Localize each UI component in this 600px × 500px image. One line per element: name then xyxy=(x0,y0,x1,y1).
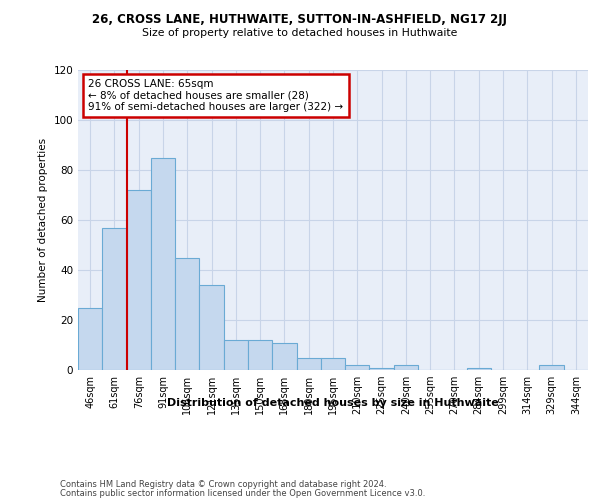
Bar xyxy=(467,368,491,370)
Bar xyxy=(321,358,345,370)
Text: Contains HM Land Registry data © Crown copyright and database right 2024.: Contains HM Land Registry data © Crown c… xyxy=(60,480,386,489)
Bar xyxy=(127,190,151,370)
Text: 26, CROSS LANE, HUTHWAITE, SUTTON-IN-ASHFIELD, NG17 2JJ: 26, CROSS LANE, HUTHWAITE, SUTTON-IN-ASH… xyxy=(92,12,508,26)
Bar xyxy=(394,365,418,370)
Bar xyxy=(199,285,224,370)
Bar xyxy=(224,340,248,370)
Bar xyxy=(248,340,272,370)
Bar xyxy=(102,228,127,370)
Bar xyxy=(539,365,564,370)
Text: Distribution of detached houses by size in Huthwaite: Distribution of detached houses by size … xyxy=(167,398,499,407)
Bar xyxy=(151,158,175,370)
Text: Size of property relative to detached houses in Huthwaite: Size of property relative to detached ho… xyxy=(142,28,458,38)
Bar xyxy=(370,368,394,370)
Bar xyxy=(345,365,370,370)
Y-axis label: Number of detached properties: Number of detached properties xyxy=(38,138,48,302)
Text: Contains public sector information licensed under the Open Government Licence v3: Contains public sector information licen… xyxy=(60,488,425,498)
Bar xyxy=(175,258,199,370)
Bar xyxy=(296,358,321,370)
Bar xyxy=(78,308,102,370)
Bar xyxy=(272,342,296,370)
Text: 26 CROSS LANE: 65sqm
← 8% of detached houses are smaller (28)
91% of semi-detach: 26 CROSS LANE: 65sqm ← 8% of detached ho… xyxy=(88,79,343,112)
